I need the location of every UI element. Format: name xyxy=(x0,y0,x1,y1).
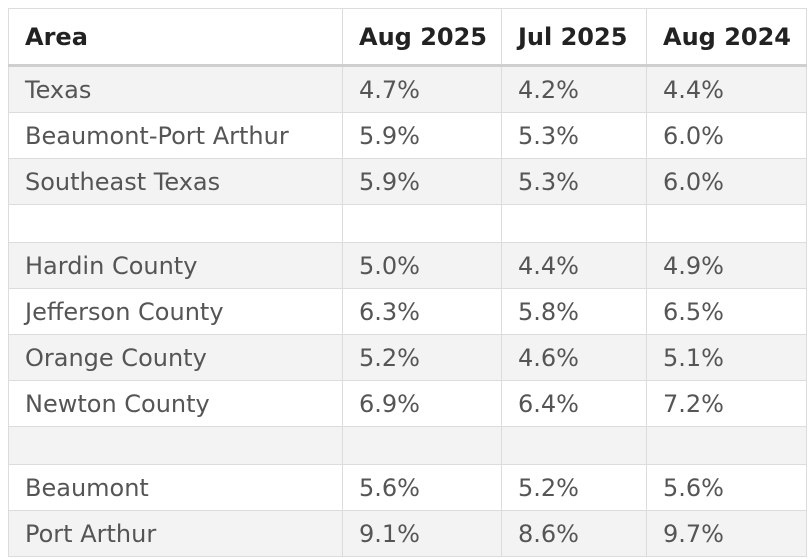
rate-cell: 6.3% xyxy=(342,288,502,335)
table-row: Jefferson County 6.3% 5.8% 6.5% xyxy=(8,288,807,335)
rate-cell: 9.7% xyxy=(646,510,807,557)
area-cell: Texas xyxy=(8,65,343,113)
column-header: Aug 2024 xyxy=(646,8,807,67)
spacer-row xyxy=(8,426,807,465)
table-row: Port Arthur 9.1% 8.6% 9.7% xyxy=(8,510,807,557)
rate-cell: 5.3% xyxy=(501,158,647,205)
rate-cell: 5.1% xyxy=(646,334,807,381)
rate-cell: 4.4% xyxy=(501,242,647,289)
empty-cell xyxy=(8,426,343,465)
rate-cell: 6.9% xyxy=(342,380,502,427)
area-cell: Newton County xyxy=(8,380,343,427)
rate-cell: 8.6% xyxy=(501,510,647,557)
rate-cell: 5.9% xyxy=(342,112,502,159)
table-row: Southeast Texas 5.9% 5.3% 6.0% xyxy=(8,158,807,205)
column-header: Area xyxy=(8,8,343,67)
rate-cell: 4.7% xyxy=(342,65,502,113)
rate-cell: 6.0% xyxy=(646,158,807,205)
rate-cell: 5.8% xyxy=(501,288,647,335)
area-cell: Orange County xyxy=(8,334,343,381)
spacer-row xyxy=(8,204,807,243)
table-row: Orange County 5.2% 4.6% 5.1% xyxy=(8,334,807,381)
rate-cell: 4.2% xyxy=(501,65,647,113)
table-row: Beaumont 5.6% 5.2% 5.6% xyxy=(8,464,807,511)
empty-cell xyxy=(342,426,502,465)
rate-cell: 5.9% xyxy=(342,158,502,205)
rate-cell: 4.6% xyxy=(501,334,647,381)
rate-cell: 5.3% xyxy=(501,112,647,159)
area-cell: Beaumont xyxy=(8,464,343,511)
header-row: Area Aug 2025 Jul 2025 Aug 2024 xyxy=(8,8,807,67)
area-cell: Jefferson County xyxy=(8,288,343,335)
table-row: Texas 4.7% 4.2% 4.4% xyxy=(8,65,807,113)
area-cell: Beaumont-Port Arthur xyxy=(8,112,343,159)
column-header: Aug 2025 xyxy=(342,8,502,67)
unemployment-table: Area Aug 2025 Jul 2025 Aug 2024 Texas 4.7% 4.… xyxy=(8,8,807,557)
empty-cell xyxy=(8,204,343,243)
rate-cell: 6.0% xyxy=(646,112,807,159)
rate-cell: 5.6% xyxy=(342,464,502,511)
area-cell: Port Arthur xyxy=(8,510,343,557)
rate-cell: 6.4% xyxy=(501,380,647,427)
table-row: Newton County 6.9% 6.4% 7.2% xyxy=(8,380,807,427)
empty-cell xyxy=(646,426,807,465)
rate-cell: 5.6% xyxy=(646,464,807,511)
table-row: Hardin County 5.0% 4.4% 4.9% xyxy=(8,242,807,289)
area-cell: Hardin County xyxy=(8,242,343,289)
rate-cell: 5.2% xyxy=(342,334,502,381)
column-header: Jul 2025 xyxy=(501,8,647,67)
rate-cell: 4.9% xyxy=(646,242,807,289)
rate-cell: 5.2% xyxy=(501,464,647,511)
empty-cell xyxy=(342,204,502,243)
rate-cell: 7.2% xyxy=(646,380,807,427)
rate-cell: 5.0% xyxy=(342,242,502,289)
rate-cell: 9.1% xyxy=(342,510,502,557)
rate-cell: 4.4% xyxy=(646,65,807,113)
empty-cell xyxy=(501,204,647,243)
table-row: Beaumont-Port Arthur 5.9% 5.3% 6.0% xyxy=(8,112,807,159)
table-body: Texas 4.7% 4.2% 4.4% Beaumont-Port Arthur 5.9… xyxy=(8,65,807,557)
area-cell: Southeast Texas xyxy=(8,158,343,205)
empty-cell xyxy=(501,426,647,465)
empty-cell xyxy=(646,204,807,243)
rate-cell: 6.5% xyxy=(646,288,807,335)
